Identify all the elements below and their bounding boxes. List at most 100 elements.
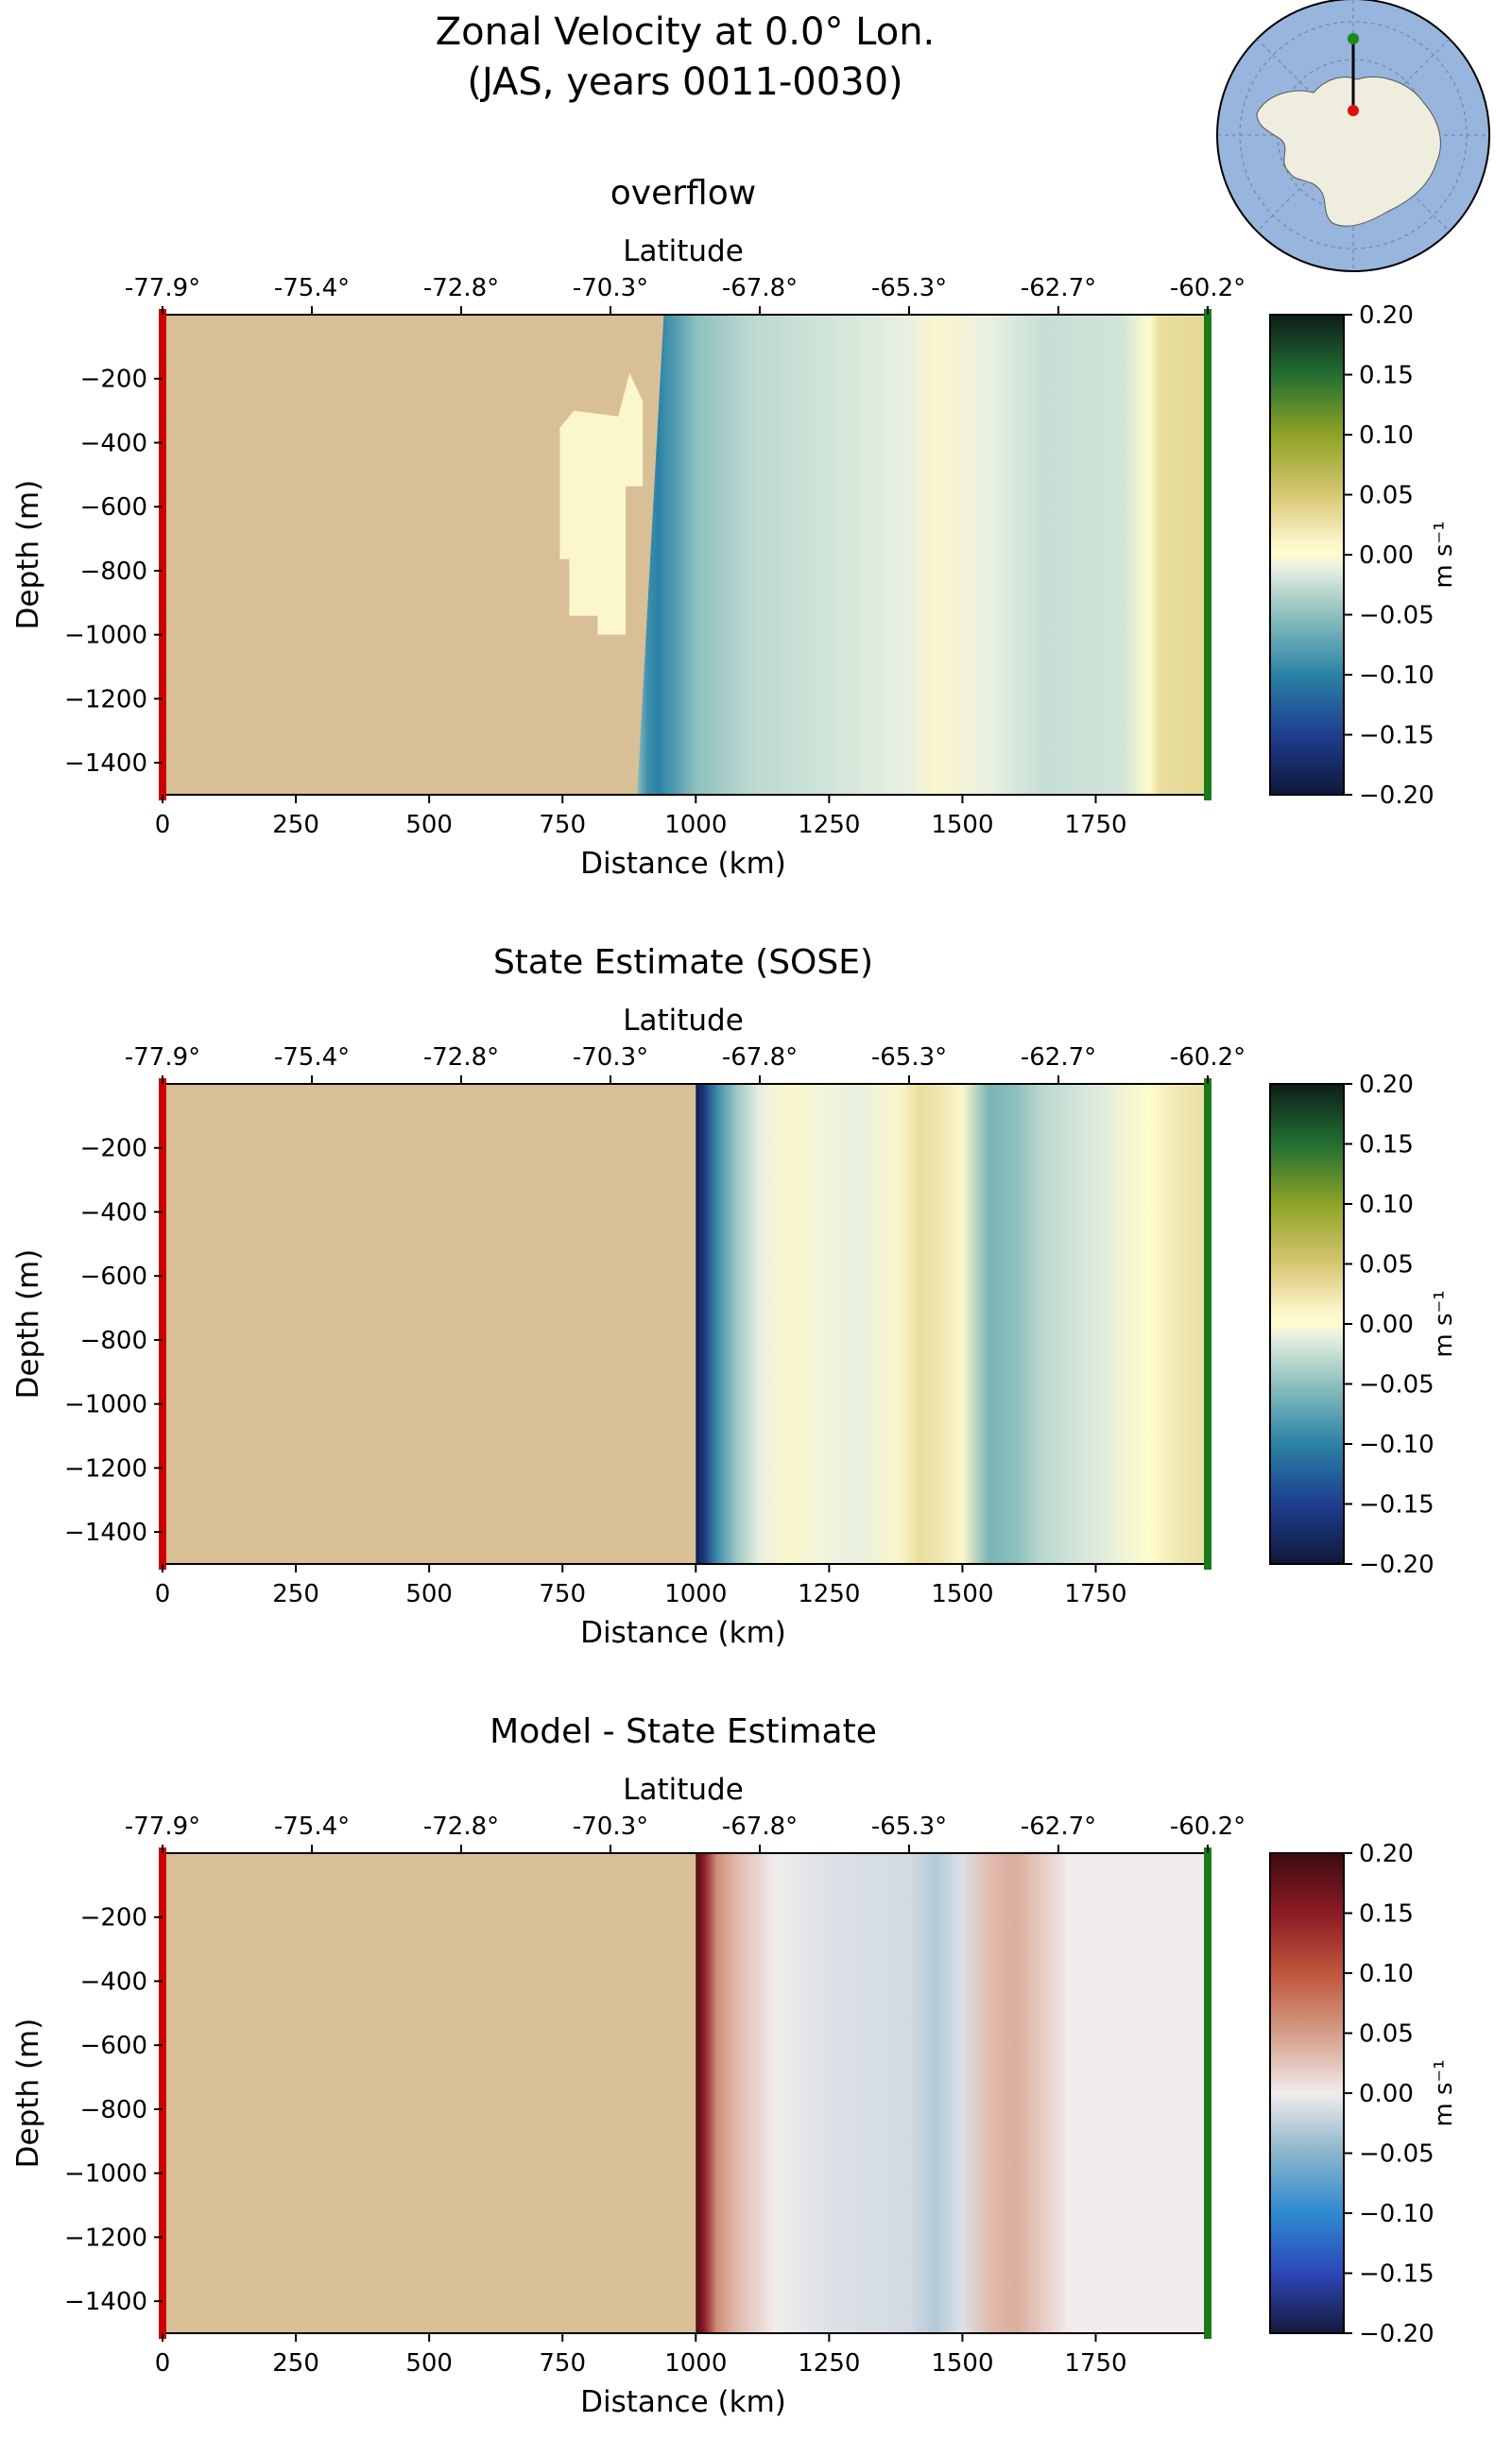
y-tick-label: −1400 bbox=[64, 1519, 147, 1547]
figure-title-line2: (JAS, years 0011-0030) bbox=[467, 60, 902, 104]
x-tick-label: 1250 bbox=[798, 2349, 860, 2378]
colorbar-label: m s⁻¹ bbox=[1430, 1290, 1458, 1357]
x-tick-label: 0 bbox=[155, 811, 171, 839]
colorbar-tick-label: −0.05 bbox=[1359, 602, 1435, 630]
y-tick-label: −1200 bbox=[64, 685, 147, 713]
y-tick-label: −1000 bbox=[64, 2160, 147, 2189]
x-tick-label: 0 bbox=[155, 1580, 171, 1608]
colorbar-tick-label: −0.10 bbox=[1359, 662, 1435, 690]
top-tick-label: -67.8° bbox=[722, 1043, 798, 1072]
x-tick-label: 500 bbox=[405, 2349, 453, 2378]
y-tick-label: −1200 bbox=[64, 1454, 147, 1483]
y-tick-label: −600 bbox=[80, 493, 147, 522]
colorbar-tick-label: −0.05 bbox=[1359, 1371, 1435, 1400]
x-tick-label: 250 bbox=[272, 1580, 319, 1608]
y-tick-label: −1200 bbox=[64, 2224, 147, 2252]
y-tick-label: −200 bbox=[80, 1904, 147, 1933]
x-axis-label: Distance (km) bbox=[580, 847, 786, 881]
top-tick-label: -77.9° bbox=[125, 1813, 200, 1841]
top-axis-label: Latitude bbox=[623, 234, 744, 268]
y-tick-label: −800 bbox=[80, 558, 147, 586]
y-tick-label: −600 bbox=[80, 2032, 147, 2060]
colorbar-tick-label: −0.05 bbox=[1359, 2140, 1435, 2169]
y-tick-label: −1400 bbox=[64, 749, 147, 778]
panel-title: overflow bbox=[610, 174, 756, 213]
colorbar-label: m s⁻¹ bbox=[1430, 2059, 1458, 2126]
colorbar-label: m s⁻¹ bbox=[1430, 521, 1458, 588]
top-tick-label: -60.2° bbox=[1170, 274, 1246, 302]
colorbar-tick-label: 0.20 bbox=[1359, 1071, 1414, 1099]
land-mask bbox=[163, 1084, 696, 1564]
land-mask bbox=[163, 1853, 696, 2333]
panel-2: State Estimate (SOSE) Latitude 0 250 500 750 1… bbox=[11, 943, 1458, 1650]
x-tick-label: 1500 bbox=[931, 811, 993, 839]
x-tick-label: 1750 bbox=[1064, 1580, 1126, 1608]
transect-end-marker bbox=[1204, 1847, 1211, 2339]
top-tick-label: -65.3° bbox=[871, 274, 947, 302]
colorbar bbox=[1269, 314, 1345, 796]
x-tick-label: 1750 bbox=[1064, 811, 1126, 839]
top-tick-label: -62.7° bbox=[1021, 274, 1096, 302]
x-axis-label: Distance (km) bbox=[580, 1616, 786, 1650]
top-tick-label: -60.2° bbox=[1170, 1813, 1246, 1841]
x-tick-label: 1250 bbox=[798, 811, 860, 839]
x-tick-label: 250 bbox=[272, 811, 319, 839]
transect-start-marker bbox=[159, 309, 166, 800]
colorbar-tick-label: 0.00 bbox=[1359, 541, 1414, 570]
colorbar-tick-label: 0.10 bbox=[1359, 1960, 1414, 1988]
y-axis-label: Depth (m) bbox=[11, 480, 45, 630]
antarctica-inset-map bbox=[1216, 0, 1490, 272]
colorbar-tick-label: −0.15 bbox=[1359, 2260, 1435, 2289]
colorbar-tick-label: −0.15 bbox=[1359, 1491, 1435, 1520]
colorbar-tick-label: 0.00 bbox=[1359, 1311, 1414, 1339]
colorbar-tick-label: 0.15 bbox=[1359, 1900, 1414, 1929]
transect-end-marker bbox=[1204, 1078, 1211, 1570]
x-tick-label: 750 bbox=[539, 1580, 586, 1608]
panel-title: Model - State Estimate bbox=[490, 1712, 877, 1751]
colorbar-tick-label: 0.20 bbox=[1359, 1840, 1414, 1868]
figure-title-line1: Zonal Velocity at 0.0° Lon. bbox=[436, 10, 936, 54]
colorbar-tick-label: 0.10 bbox=[1359, 421, 1414, 450]
transect-start-marker bbox=[159, 1078, 166, 1570]
top-tick-label: -72.8° bbox=[423, 1043, 499, 1072]
x-tick-label: 1750 bbox=[1064, 2349, 1126, 2378]
x-tick-label: 1000 bbox=[664, 811, 727, 839]
y-axis-label: Depth (m) bbox=[11, 1249, 45, 1400]
top-tick-label: -67.8° bbox=[722, 1813, 798, 1841]
colorbar-tick-label: −0.20 bbox=[1359, 1551, 1435, 1579]
y-tick-label: −400 bbox=[80, 1967, 147, 1996]
y-tick-label: −200 bbox=[80, 366, 147, 394]
y-tick-label: −1400 bbox=[64, 2288, 147, 2316]
panel-3: Model - State Estimate Latitude 0 250 500 750… bbox=[11, 1712, 1458, 2419]
inset-antarctica-land bbox=[1256, 77, 1441, 227]
inset-transect-end-marker bbox=[1348, 33, 1359, 44]
top-tick-label: -75.4° bbox=[274, 274, 350, 302]
top-axis-label: Latitude bbox=[623, 1004, 744, 1038]
x-tick-label: 0 bbox=[155, 2349, 171, 2378]
colorbar-tick-label: −0.20 bbox=[1359, 782, 1435, 810]
y-tick-label: −200 bbox=[80, 1135, 147, 1163]
y-tick-label: −400 bbox=[80, 429, 147, 457]
colorbar-tick-label: 0.10 bbox=[1359, 1191, 1414, 1219]
top-tick-label: -60.2° bbox=[1170, 1043, 1246, 1072]
top-tick-label: -72.8° bbox=[423, 274, 499, 302]
top-tick-label: -62.7° bbox=[1021, 1813, 1096, 1841]
x-tick-label: 750 bbox=[539, 811, 586, 839]
top-tick-label: -65.3° bbox=[871, 1813, 947, 1841]
top-tick-label: -75.4° bbox=[274, 1043, 350, 1072]
colorbar-tick-label: 0.15 bbox=[1359, 362, 1414, 390]
top-tick-label: -65.3° bbox=[871, 1043, 947, 1072]
ice-shelf-cavity bbox=[559, 372, 644, 635]
x-tick-label: 1000 bbox=[664, 2349, 727, 2378]
x-tick-label: 750 bbox=[539, 2349, 586, 2378]
x-tick-label: 250 bbox=[272, 2349, 319, 2378]
colorbar-tick-label: 0.00 bbox=[1359, 2080, 1414, 2108]
x-tick-label: 500 bbox=[405, 811, 453, 839]
x-tick-label: 1250 bbox=[798, 1580, 860, 1608]
top-tick-label: -70.3° bbox=[573, 1813, 648, 1841]
top-tick-label: -67.8° bbox=[722, 274, 798, 302]
colorbar-tick-label: −0.20 bbox=[1359, 2320, 1435, 2348]
y-tick-label: −1000 bbox=[64, 1391, 147, 1419]
land-mask bbox=[163, 315, 664, 795]
